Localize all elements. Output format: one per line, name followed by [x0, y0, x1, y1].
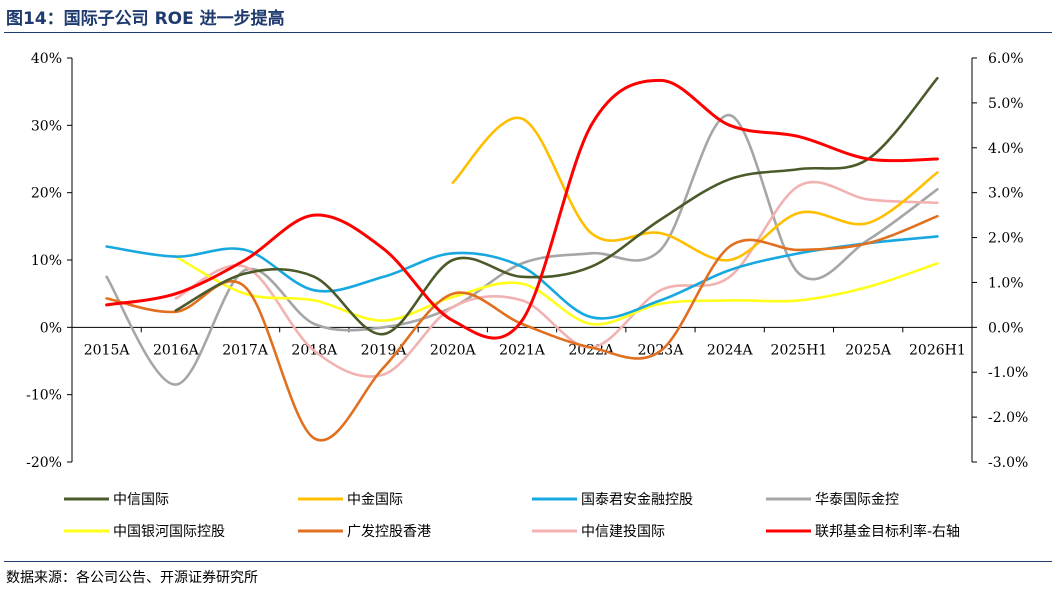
source-note: 数据来源：各公司公告、开源证券研究所	[6, 570, 258, 586]
x-axis-tick-label: 2025A	[845, 342, 892, 358]
series-lines	[105, 76, 939, 442]
series-line-2	[451, 116, 939, 262]
axes: -20% -10% 0% 10% 20% 30% 40% -3.0% -2.0% -1.0% 0.0…	[26, 51, 1028, 471]
right-axis-tick-label: 4.0%	[988, 141, 1024, 157]
x-axis-tick-label: 2021A	[499, 342, 546, 358]
legend-label-6: 广发控股香港	[347, 524, 431, 540]
title-rule	[4, 32, 1052, 33]
legend-label-3: 国泰君安金融控股	[581, 492, 693, 508]
series-line-7	[174, 180, 939, 378]
right-axis-tick-label: -2.0%	[988, 410, 1028, 426]
x-axis-tick-label: 2019A	[361, 342, 408, 358]
left-axis-tick-label: 40%	[31, 51, 62, 67]
legend-label-4: 华泰国际金控	[815, 492, 899, 508]
legend-label-1: 中信国际	[113, 492, 169, 508]
left-axis-tick-label: -20%	[26, 455, 62, 471]
series-line-1	[174, 76, 939, 336]
left-axis-tick-label: 30%	[31, 118, 62, 134]
right-axis-tick-label: 3.0%	[988, 186, 1024, 202]
right-axis-tick-label: -3.0%	[988, 455, 1028, 471]
right-axis-tick-label: 0.0%	[988, 320, 1024, 336]
left-axis-tick-label: -10%	[26, 388, 62, 404]
right-axis-tick-label: 5.0%	[988, 96, 1024, 112]
x-axis-tick-label: 2025H1	[771, 342, 828, 358]
footer-rule	[4, 561, 1052, 562]
legend-label-7: 中信建投国际	[581, 524, 665, 540]
x-axis-tick-label: 2026H1	[909, 342, 966, 358]
legend-label-2: 中金国际	[347, 492, 403, 508]
series-line-5	[174, 255, 939, 326]
right-axis-tick-label: 2.0%	[988, 231, 1024, 247]
right-axis-tick-label: 1.0%	[988, 275, 1024, 291]
series-line-6	[105, 214, 939, 442]
chart-title: 图14：国际子公司 ROE 进一步提高	[6, 9, 285, 29]
x-axis-tick-label: 2015A	[84, 342, 131, 358]
series-line-3	[105, 235, 939, 320]
x-axis-tick-label: 2016A	[153, 342, 200, 358]
x-axis-tick-label: 2024A	[707, 342, 754, 358]
right-axis-tick-label: 6.0%	[988, 51, 1024, 67]
line-chart: -20% -10% 0% 10% 20% 30% 40% -3.0% -2.0% -1.0% 0.0…	[26, 51, 1028, 540]
left-axis-tick-label: 10%	[31, 253, 62, 269]
x-axis-tick-label: 2017A	[222, 342, 269, 358]
x-axis-tick-label: 2020A	[430, 342, 477, 358]
right-axis-tick-label: -1.0%	[988, 365, 1028, 381]
left-axis-tick-label: 20%	[31, 186, 62, 202]
legend-label-8: 联邦基金目标利率-右轴	[815, 523, 960, 540]
series-line-8	[105, 78, 939, 340]
legend-label-5: 中国银河国际控股	[113, 524, 225, 540]
left-axis-tick-label: 0%	[40, 320, 62, 336]
